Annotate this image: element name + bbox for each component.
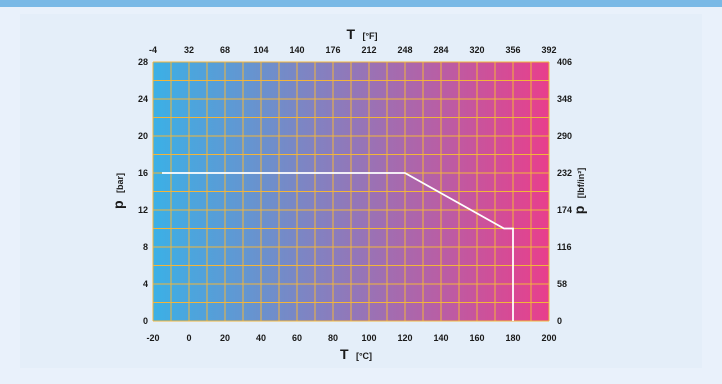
x-tick-label-bottom: 140	[433, 333, 448, 343]
x-tick-label-top: 284	[433, 45, 448, 55]
y-tick-label-left: 24	[138, 94, 148, 104]
x-tick-label-top: 32	[184, 45, 194, 55]
x-tick-label-top: 104	[253, 45, 268, 55]
y-tick-label-left: 0	[143, 316, 148, 326]
y-tick-label-right: 58	[557, 279, 567, 289]
x-tick-label-bottom: 120	[397, 333, 412, 343]
y-tick-label-left: 28	[138, 57, 148, 67]
pressure-limit-line	[162, 172, 514, 321]
x-tick-label-top: 320	[469, 45, 484, 55]
x-tick-label-top: 248	[397, 45, 412, 55]
top-header-strip	[0, 0, 722, 7]
x-tick-label-bottom: 180	[505, 333, 520, 343]
x-tick-label-bottom: 100	[361, 333, 376, 343]
y-axis-right-ticks: 0 58 116 174 232 290 348 406	[557, 57, 572, 326]
x-tick-label-bottom: 40	[256, 333, 266, 343]
x-tick-label-top: 392	[541, 45, 556, 55]
y-tick-label-right: 0	[557, 316, 562, 326]
grid-lines	[152, 61, 550, 322]
x-tick-label-top: 356	[505, 45, 520, 55]
y-axis-right-title: p [lbf/in²]	[571, 168, 588, 215]
x-axis-bottom-title: T [°C]	[340, 346, 372, 363]
y-tick-label-left: 8	[143, 242, 148, 252]
x-axis-top-title: T [°F]	[346, 26, 377, 43]
y-tick-label-left: 16	[138, 168, 148, 178]
y-tick-label-right: 406	[557, 57, 572, 67]
x-tick-label-top: 140	[289, 45, 304, 55]
x-axis-bottom-ticks: -20 0 20 40 60 80 100 120 140 160 180 200	[146, 333, 556, 343]
y-tick-label-left: 20	[138, 131, 148, 141]
x-tick-label-top: -4	[149, 45, 157, 55]
y-tick-label-right: 116	[557, 242, 572, 252]
y-axis-left-ticks: 0 4 8 12 16 20 24 28	[138, 57, 148, 326]
x-tick-label-bottom: -20	[146, 333, 159, 343]
y-tick-label-right: 174	[557, 205, 572, 215]
y-tick-label-right: 232	[557, 168, 572, 178]
x-axis-top-ticks: -4 32 68 104 140 176 212 248 284 320 356 392	[149, 45, 557, 55]
x-tick-label-top: 212	[361, 45, 376, 55]
y-tick-label-right: 348	[557, 94, 572, 104]
y-tick-label-left: 4	[143, 279, 148, 289]
x-tick-label-top: 176	[325, 45, 340, 55]
x-tick-label-top: 68	[220, 45, 230, 55]
x-tick-label-bottom: 60	[292, 333, 302, 343]
x-tick-label-bottom: 160	[469, 333, 484, 343]
x-tick-label-bottom: 20	[220, 333, 230, 343]
x-tick-label-bottom: 80	[328, 333, 338, 343]
x-tick-label-bottom: 0	[186, 333, 191, 343]
y-tick-label-left: 12	[138, 205, 148, 215]
x-tick-label-bottom: 200	[541, 333, 556, 343]
y-axis-left-title: p [bar]	[110, 173, 127, 209]
y-tick-label-right: 290	[557, 131, 572, 141]
